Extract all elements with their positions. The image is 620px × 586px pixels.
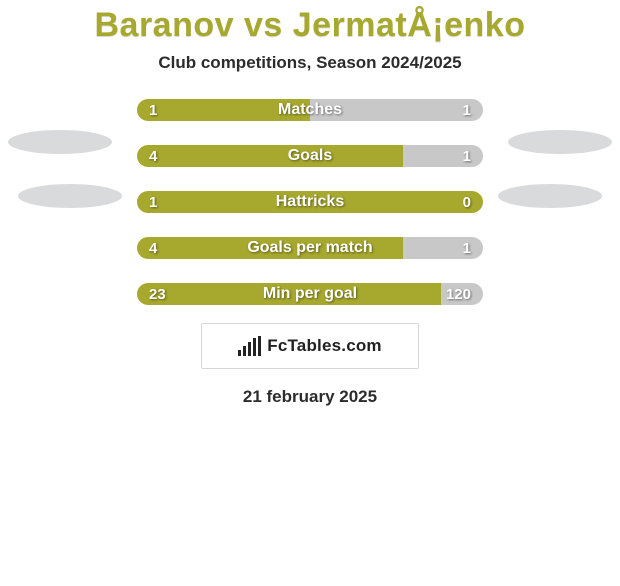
stat-row: 41Goals per match <box>137 237 483 259</box>
stats-rows: 11Matches 41Goals 10Hattricks 41Goals per m… <box>137 99 483 305</box>
stat-row: 11Matches <box>137 99 483 121</box>
stat-row: 41Goals <box>137 145 483 167</box>
comparison-infographic: Baranov vs JermatÅ¡enko Club competition… <box>0 6 620 407</box>
brand-chart-icon <box>238 336 261 356</box>
decorative-ellipse <box>508 130 612 154</box>
decorative-ellipse <box>8 130 112 154</box>
stat-bar-left <box>137 145 403 167</box>
stat-bar-left <box>137 283 441 305</box>
footer-date: 21 february 2025 <box>0 387 620 407</box>
stat-bar-right <box>403 237 483 259</box>
decorative-ellipse <box>18 184 122 208</box>
stat-bar-left <box>137 191 483 213</box>
stat-bar-left <box>137 99 310 121</box>
decorative-ellipse <box>498 184 602 208</box>
brand-name: FcTables.com <box>267 336 382 356</box>
stat-bar-left <box>137 237 403 259</box>
page-subtitle: Club competitions, Season 2024/2025 <box>0 53 620 73</box>
brand-box: FcTables.com <box>201 323 419 369</box>
page-title: Baranov vs JermatÅ¡enko <box>0 6 620 45</box>
stat-bar-right <box>310 99 483 121</box>
stat-bar-right <box>403 145 483 167</box>
stat-row: 23120Min per goal <box>137 283 483 305</box>
stat-row: 10Hattricks <box>137 191 483 213</box>
stat-bar-right <box>441 283 483 305</box>
